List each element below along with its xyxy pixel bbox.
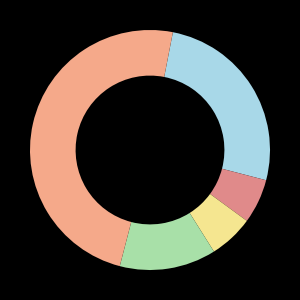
Wedge shape	[210, 169, 266, 221]
Wedge shape	[190, 194, 247, 251]
Wedge shape	[30, 30, 173, 266]
Wedge shape	[164, 32, 270, 180]
Wedge shape	[120, 213, 214, 270]
